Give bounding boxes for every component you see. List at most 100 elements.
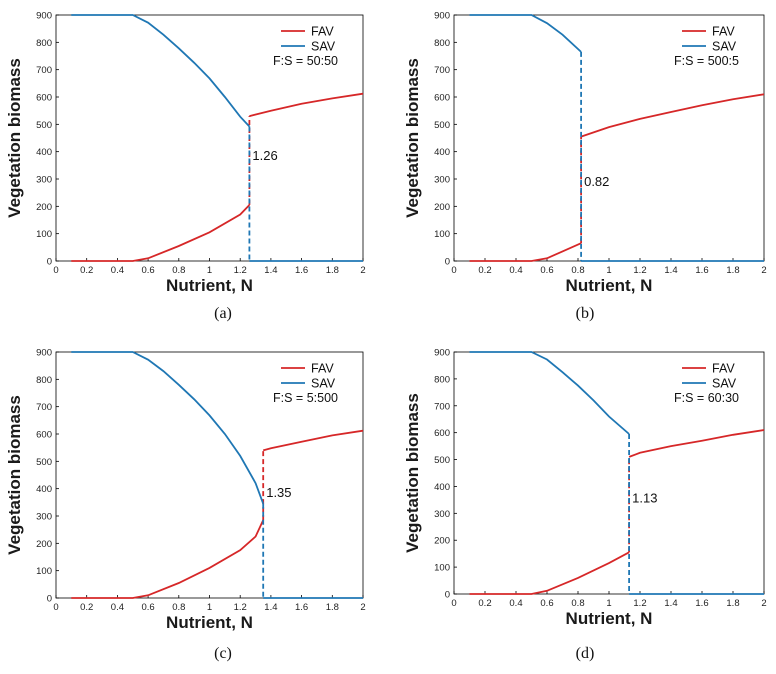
y-tick-label: 400 — [36, 147, 52, 158]
x-tick-label: 0.6 — [540, 265, 553, 276]
sav-upper-branch — [469, 351, 630, 435]
y-tick-label: 600 — [36, 430, 52, 441]
y-tick-label: 200 — [434, 536, 450, 547]
x-axis-label: Nutrient, N — [166, 613, 253, 632]
y-tick-label: 100 — [36, 229, 52, 240]
y-tick-label: 300 — [434, 509, 450, 520]
y-tick-label: 0 — [445, 257, 450, 268]
y-tick-label: 200 — [434, 202, 450, 213]
threshold-label: 1.35 — [266, 485, 291, 500]
fav-lower-branch — [71, 519, 265, 599]
x-tick-label: 2 — [761, 265, 766, 276]
fav-upper-branch — [628, 429, 765, 458]
x-tick-label: 0.8 — [571, 265, 584, 276]
y-tick-label: 600 — [36, 93, 52, 104]
y-tick-label: 900 — [36, 11, 52, 22]
legend-label-fav: FAV — [712, 25, 735, 39]
x-axis-label: Nutrient, N — [566, 276, 653, 295]
x-tick-label: 2 — [360, 265, 365, 276]
y-tick-label: 700 — [434, 65, 450, 76]
y-tick-label: 200 — [36, 202, 52, 213]
y-tick-label: 900 — [434, 348, 450, 359]
x-tick-label: 0.4 — [509, 265, 522, 276]
y-tick-label: 100 — [434, 563, 450, 574]
chart-panel-d: 0 0.2 0.4 0.6 0.8 1 1.2 1.4 1.6 1.8 2 0 100 200 300 400… — [403, 348, 767, 663]
x-tick-label: 0.2 — [80, 265, 93, 276]
y-tick-label: 0 — [445, 590, 450, 601]
sav-upper-branch — [71, 14, 251, 128]
x-tick-label: 0.4 — [111, 602, 124, 613]
ratio-label: F:S = 60:30 — [674, 391, 739, 405]
x-tick-label: 1.4 — [664, 598, 677, 609]
y-tick-label: 600 — [434, 428, 450, 439]
y-tick-label: 400 — [434, 147, 450, 158]
x-tick-label: 0.2 — [478, 598, 491, 609]
ratio-label: F:S = 500:5 — [674, 54, 739, 68]
x-axis-label: Nutrient, N — [166, 276, 253, 295]
panel-caption: (b) — [576, 305, 595, 322]
y-tick-label: 800 — [434, 38, 450, 49]
y-tick-label: 0 — [47, 257, 52, 268]
y-tick-label: 100 — [434, 229, 450, 240]
y-tick-label: 400 — [434, 482, 450, 493]
y-tick-label: 300 — [36, 175, 52, 186]
chart-panel-a: 0 0.2 0.4 0.6 0.8 1 1.2 1.4 1.6 1.8 2 0 100 200 300 400… — [5, 11, 366, 323]
x-tick-label: 0.4 — [509, 598, 522, 609]
y-axis-label: Vegetation biomass — [5, 58, 24, 218]
y-tick-label: 500 — [36, 457, 52, 468]
y-tick-label: 500 — [434, 455, 450, 466]
chart-panel-b: 0 0.2 0.4 0.6 0.8 1 1.2 1.4 1.6 1.8 2 0 100 200 300 400… — [403, 11, 767, 323]
x-tick-label: 1.6 — [695, 598, 708, 609]
threshold-label: 1.26 — [252, 148, 277, 163]
y-axis-label: Vegetation biomass — [5, 395, 24, 555]
y-tick-label: 500 — [434, 120, 450, 131]
x-tick-label: 1.8 — [726, 265, 739, 276]
y-tick-label: 100 — [36, 566, 52, 577]
y-tick-label: 700 — [36, 65, 52, 76]
legend-label-fav: FAV — [311, 25, 334, 39]
x-tick-label: 0.4 — [111, 265, 124, 276]
x-tick-label: 1.8 — [726, 598, 739, 609]
x-tick-label: 2 — [761, 598, 766, 609]
y-tick-label: 800 — [434, 374, 450, 385]
x-tick-label: 1.6 — [295, 265, 308, 276]
x-tick-label: 1 — [207, 265, 212, 276]
panel-caption: (a) — [214, 305, 232, 322]
y-tick-label: 0 — [47, 594, 52, 605]
legend-label-fav: FAV — [712, 362, 735, 376]
ratio-label: F:S = 50:50 — [273, 54, 338, 68]
x-tick-label: 0.8 — [172, 265, 185, 276]
y-axis-label: Vegetation biomass — [403, 58, 422, 218]
legend-label-sav: SAV — [712, 377, 737, 391]
y-tick-label: 900 — [36, 348, 52, 359]
fav-upper-branch — [580, 93, 765, 138]
legend-label-sav: SAV — [311, 40, 336, 54]
y-tick-label: 300 — [36, 512, 52, 523]
x-tick-label: 1.2 — [633, 265, 646, 276]
x-tick-label: 1.8 — [326, 265, 339, 276]
fav-lower-branch — [71, 204, 251, 262]
x-tick-label: 0.8 — [172, 602, 185, 613]
x-tick-label: 1 — [606, 265, 611, 276]
x-tick-label: 1.4 — [264, 602, 277, 613]
x-axis-label: Nutrient, N — [566, 609, 653, 628]
fav-lower-branch — [469, 242, 582, 262]
fav-upper-branch — [262, 429, 364, 452]
x-tick-label: 0 — [53, 265, 58, 276]
sav-upper-branch — [71, 351, 265, 505]
x-tick-label: 0 — [451, 598, 456, 609]
x-tick-label: 1.6 — [695, 265, 708, 276]
x-tick-label: 1.2 — [234, 602, 247, 613]
x-tick-label: 1.2 — [633, 598, 646, 609]
y-tick-label: 900 — [434, 11, 450, 22]
y-tick-label: 200 — [36, 539, 52, 550]
x-tick-label: 0.2 — [478, 265, 491, 276]
ratio-label: F:S = 5:500 — [273, 391, 338, 405]
x-tick-label: 1.8 — [326, 602, 339, 613]
legend-label-sav: SAV — [311, 377, 336, 391]
legend-label-fav: FAV — [311, 362, 334, 376]
y-axis-label: Vegetation biomass — [403, 393, 422, 553]
y-tick-label: 800 — [36, 38, 52, 49]
